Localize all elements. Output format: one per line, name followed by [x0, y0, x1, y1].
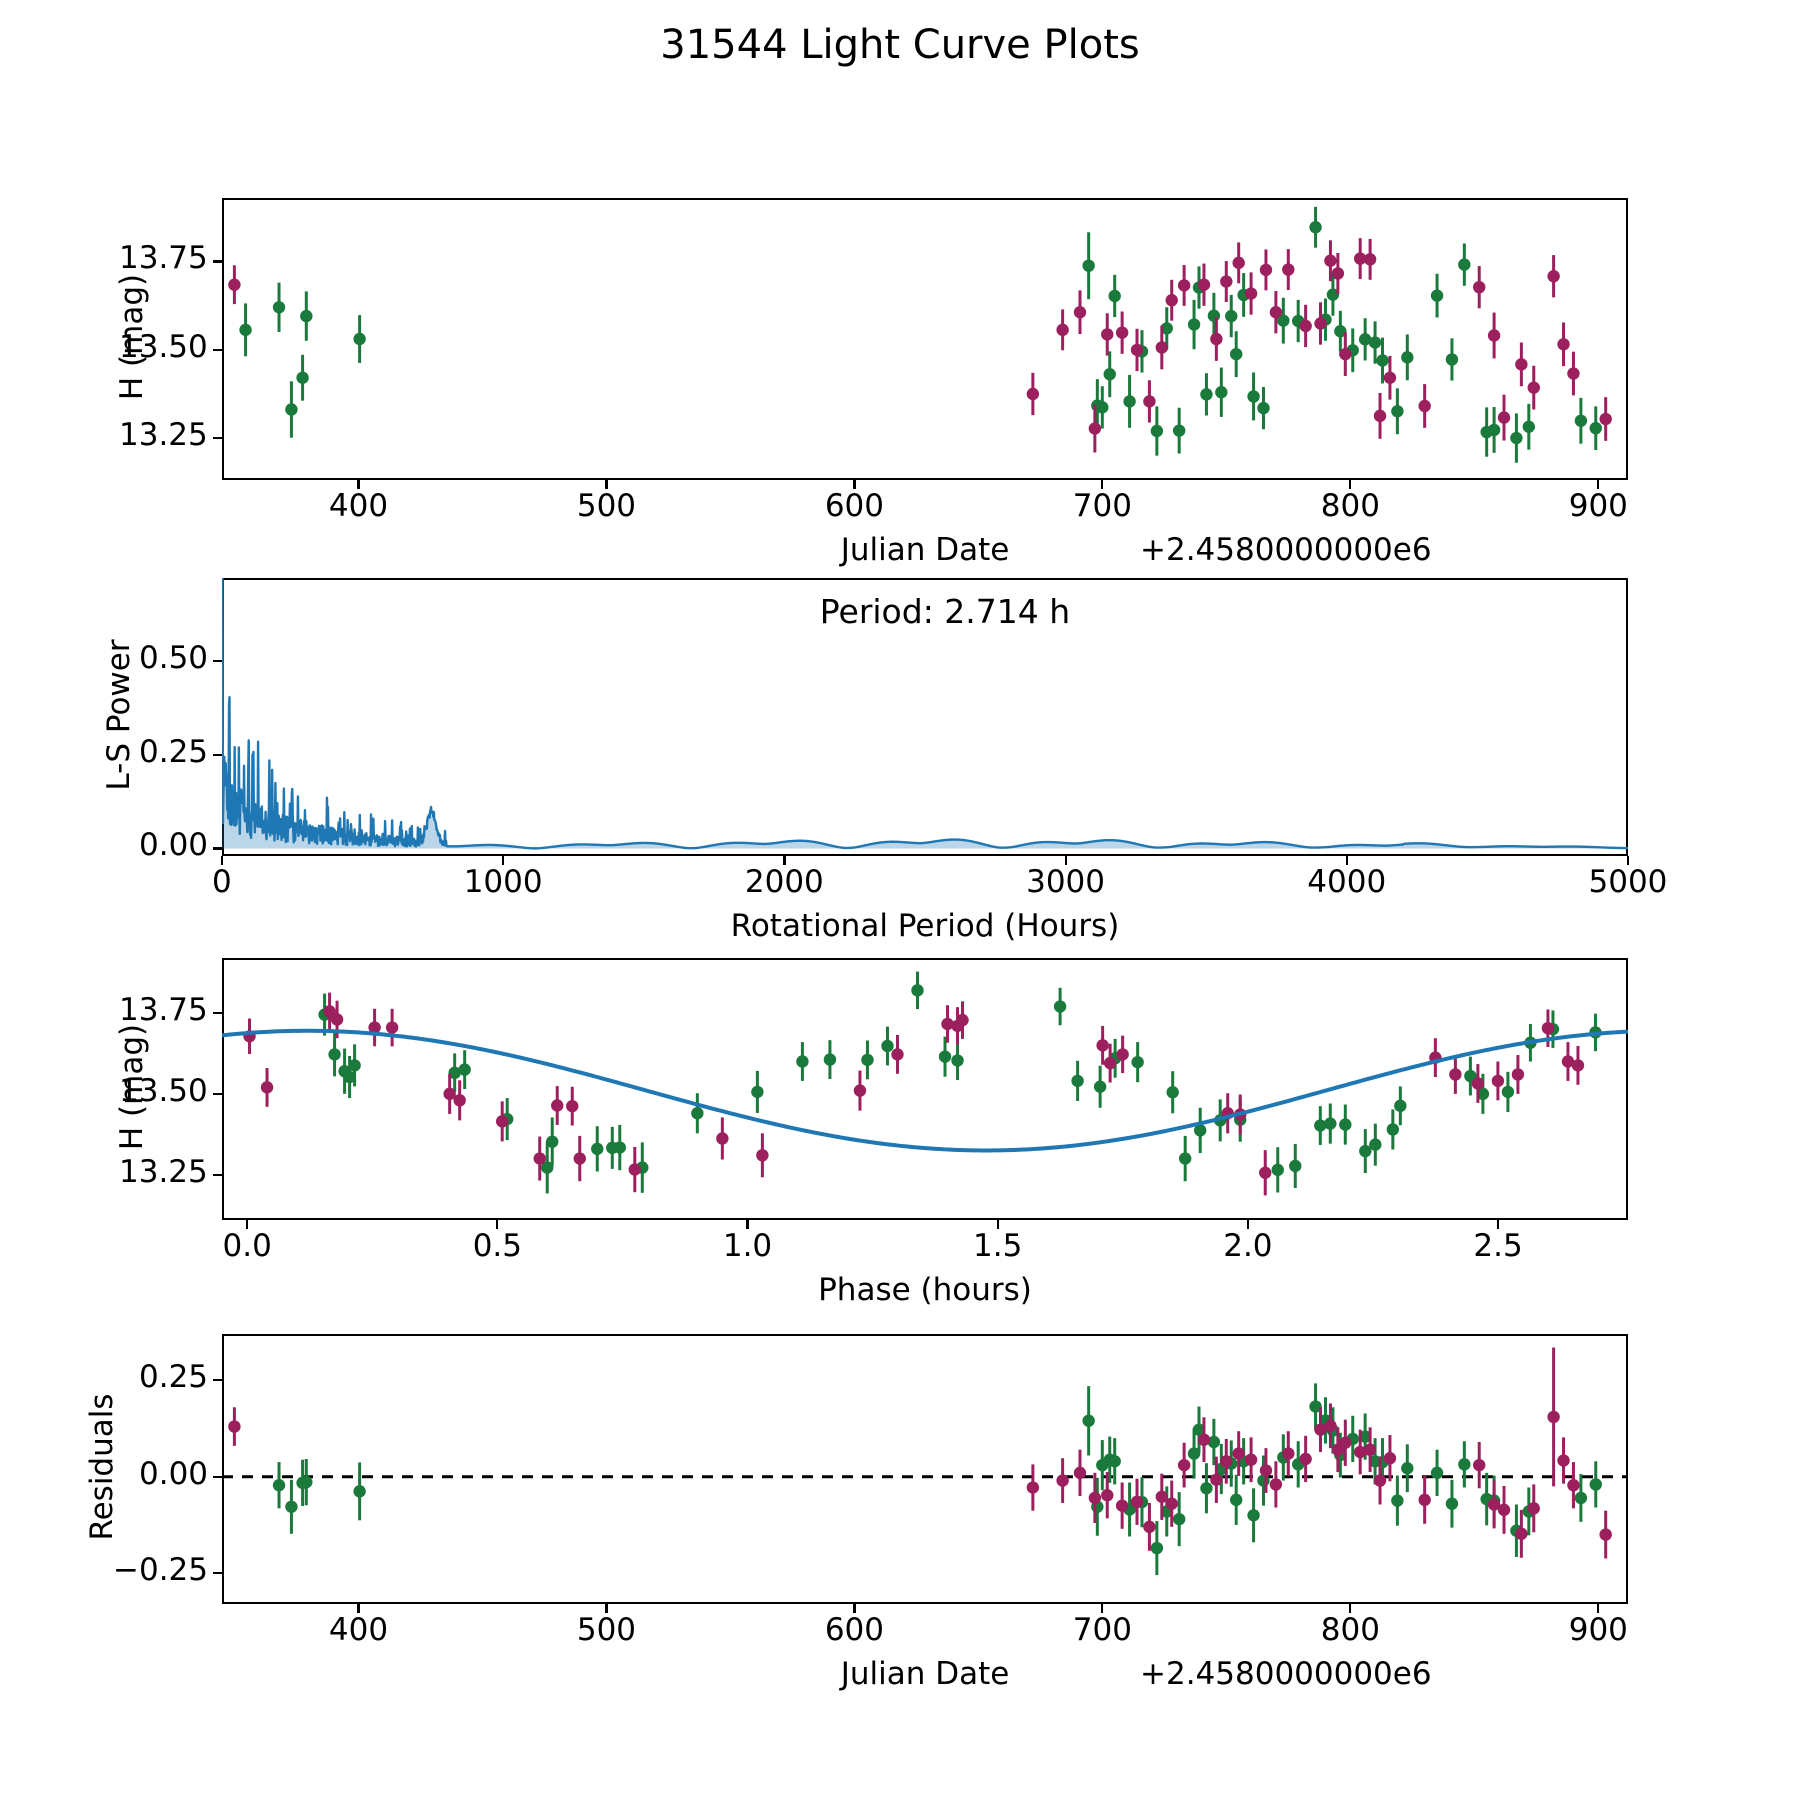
y-tick-label: 0.50	[139, 639, 209, 676]
y-tick	[213, 659, 222, 662]
y-tick-label: 0.00	[139, 827, 209, 864]
residuals-x-offset-text: +2.4580000000e6	[1140, 1656, 1432, 1692]
y-tick	[213, 260, 222, 263]
x-tick	[853, 480, 856, 489]
x-tick-label: 700	[1072, 1612, 1132, 1648]
x-tick	[1101, 480, 1104, 489]
y-tick	[213, 1379, 222, 1382]
x-tick-label: 2000	[744, 864, 824, 900]
x-tick-label: 500	[576, 488, 637, 524]
x-tick	[1597, 1604, 1600, 1613]
x-tick-label: 0.5	[472, 1228, 522, 1264]
x-tick-label: 0	[212, 864, 232, 900]
figure-title-text: 31544 Light Curve Plots	[660, 22, 1140, 68]
x-tick-label: 0.0	[222, 1228, 272, 1264]
panel-residuals	[222, 1334, 1628, 1604]
x-tick	[1246, 1220, 1249, 1229]
x-tick	[357, 1604, 360, 1613]
x-tick-label: 500	[576, 1612, 637, 1648]
x-tick	[1627, 856, 1630, 865]
x-tick-label: 800	[1320, 1612, 1380, 1648]
y-tick	[213, 348, 222, 351]
x-tick-label: 600	[824, 1612, 884, 1648]
x-tick-label: 900	[1568, 488, 1628, 524]
x-tick	[1345, 856, 1348, 865]
lightcurve-plot-area	[228, 206, 1612, 463]
periodogram-ylabel: L-S Power	[101, 639, 137, 791]
x-tick	[605, 480, 608, 489]
x-tick	[1064, 856, 1067, 865]
x-tick	[496, 1220, 499, 1229]
y-tick	[213, 1092, 222, 1096]
phase-folded-plot-area	[222, 971, 1628, 1196]
panel-phase-folded	[222, 958, 1628, 1220]
x-tick-label: 3000	[1026, 864, 1105, 900]
x-tick	[746, 1220, 749, 1229]
x-tick	[853, 1604, 856, 1613]
y-tick-label: 0.25	[139, 1359, 209, 1396]
x-tick	[605, 1604, 608, 1613]
periodogram-period-annotation: Period: 2.714 h	[819, 592, 1071, 631]
y-tick-label: 13.75	[119, 240, 208, 277]
x-tick-label: 1.5	[973, 1228, 1023, 1264]
x-tick-label: 1000	[463, 864, 543, 900]
x-tick-label: 800	[1320, 488, 1380, 524]
residuals-xlabel: Julian Date	[840, 1656, 1010, 1692]
x-tick-label: 1.0	[722, 1228, 773, 1264]
lightcurve-xlabel: Julian Date	[840, 532, 1010, 568]
x-tick	[1101, 1604, 1104, 1613]
lightcurve-x-offset-text: +2.4580000000e6	[1140, 532, 1432, 568]
y-tick	[213, 847, 222, 850]
residuals-plot-area	[222, 1347, 1628, 1576]
y-tick-label: 0.00	[139, 1455, 209, 1492]
x-tick	[783, 856, 786, 865]
x-tick	[246, 1220, 249, 1229]
y-tick-label: 13.75	[119, 991, 208, 1028]
figure-title: 31544 Light Curve Plots	[0, 22, 1800, 68]
y-tick-label: −0.25	[113, 1552, 208, 1589]
x-tick	[1349, 1604, 1352, 1613]
x-tick-label: 400	[328, 488, 389, 524]
periodogram-plot-area	[222, 578, 1628, 850]
y-tick	[213, 1011, 222, 1015]
x-tick	[996, 1220, 999, 1229]
y-tick-label: 0.25	[139, 733, 209, 770]
phase-folded-xlabel: Phase (hours)	[818, 1272, 1032, 1308]
y-tick-label: 13.25	[119, 1153, 208, 1190]
panel-periodogram	[222, 578, 1628, 856]
x-tick-label: 4000	[1307, 864, 1387, 900]
periodogram-xlabel: Rotational Period (Hours)	[730, 908, 1120, 944]
y-tick-label: 13.25	[119, 416, 208, 453]
x-tick	[357, 480, 360, 489]
y-tick	[213, 1475, 222, 1478]
y-tick	[213, 753, 222, 756]
x-tick-label: 2.5	[1473, 1228, 1523, 1264]
y-tick	[213, 1572, 222, 1575]
x-tick-label: 700	[1072, 488, 1132, 524]
x-tick-label: 400	[328, 1612, 389, 1648]
x-tick-label: 900	[1568, 1612, 1628, 1648]
y-tick-label: 13.50	[119, 1072, 208, 1109]
x-tick	[1496, 1220, 1500, 1229]
x-tick	[1597, 480, 1600, 489]
x-tick	[221, 856, 224, 865]
x-tick-label: 600	[824, 488, 884, 524]
x-tick	[502, 856, 505, 865]
x-tick-label: 5000	[1588, 864, 1668, 900]
y-tick-label: 13.50	[119, 328, 208, 365]
x-tick-label: 2.0	[1223, 1228, 1273, 1264]
y-tick	[213, 1173, 222, 1176]
panel-lightcurve	[222, 198, 1628, 480]
x-tick	[1349, 480, 1352, 489]
y-tick	[213, 436, 222, 439]
